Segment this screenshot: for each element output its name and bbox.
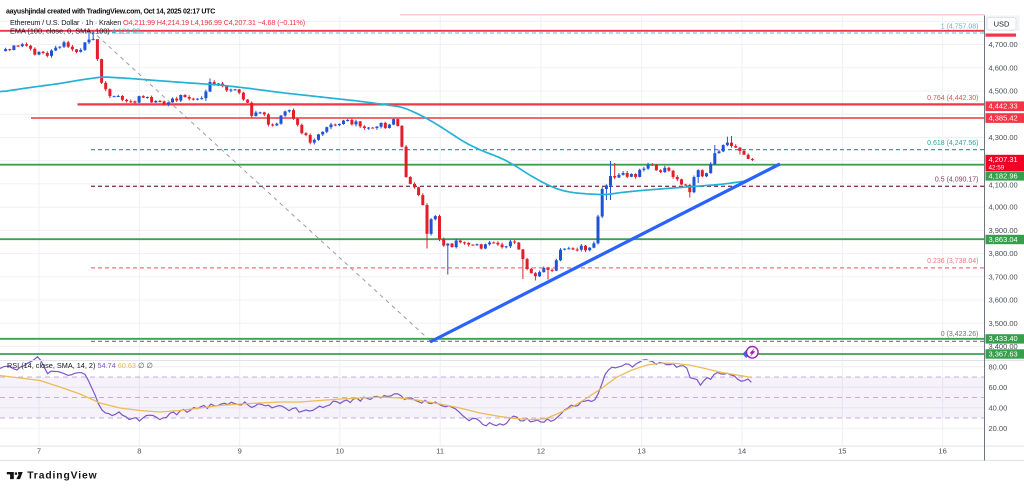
svg-text:9: 9 xyxy=(238,447,242,456)
svg-text:3,400.00: 3,400.00 xyxy=(989,342,1018,351)
svg-text:7: 7 xyxy=(37,447,41,456)
svg-text:0.5 (4,090.17): 0.5 (4,090.17) xyxy=(935,177,979,184)
svg-text:3,900.00: 3,900.00 xyxy=(989,226,1018,235)
svg-text:14: 14 xyxy=(738,447,746,456)
svg-text:11: 11 xyxy=(436,447,444,456)
svg-text:1 (4,757.08): 1 (4,757.08) xyxy=(941,24,979,31)
svg-text:3,500.00: 3,500.00 xyxy=(989,319,1018,328)
svg-text:10: 10 xyxy=(336,447,344,456)
svg-text:4,700.00: 4,700.00 xyxy=(989,40,1018,49)
svg-text:0.236 (3,738.04): 0.236 (3,738.04) xyxy=(927,258,978,265)
svg-text:15: 15 xyxy=(838,447,846,456)
svg-text:0 (3,423.26): 0 (3,423.26) xyxy=(941,331,979,338)
svg-text:4,000.00: 4,000.00 xyxy=(989,203,1018,212)
svg-text:4,442.33: 4,442.33 xyxy=(989,102,1018,111)
svg-text:0.764 (4,442.30): 0.764 (4,442.30) xyxy=(927,95,978,102)
svg-text:4,600.00: 4,600.00 xyxy=(989,63,1018,72)
svg-text:80.00: 80.00 xyxy=(989,362,1008,371)
svg-text:3,863.04: 3,863.04 xyxy=(989,235,1018,244)
svg-text:3,800.00: 3,800.00 xyxy=(989,249,1018,258)
svg-text:4,207.31: 4,207.31 xyxy=(989,155,1018,164)
svg-text:8: 8 xyxy=(137,447,141,456)
svg-text:40.00: 40.00 xyxy=(989,403,1008,412)
svg-text:3,367.63: 3,367.63 xyxy=(989,349,1018,358)
svg-text:4,100.00: 4,100.00 xyxy=(989,181,1018,190)
svg-text:aayushjindal created with Trad: aayushjindal created with TradingView.co… xyxy=(6,9,215,16)
svg-text:12: 12 xyxy=(537,447,545,456)
svg-text:4,182.96: 4,182.96 xyxy=(989,171,1018,180)
svg-text:0.618 (4,247.56): 0.618 (4,247.56) xyxy=(927,140,978,147)
svg-text:42:59: 42:59 xyxy=(989,165,1005,172)
svg-text:RSI (14, close, SMA, 14, 2) 54: RSI (14, close, SMA, 14, 2) 54.74 60.63 … xyxy=(7,361,153,370)
svg-text:13: 13 xyxy=(637,447,645,456)
svg-text:3,600.00: 3,600.00 xyxy=(989,296,1018,305)
svg-text:EMA (100, close, 0, SMA, 100): EMA (100, close, 0, SMA, 100) 4,121.09 xyxy=(10,27,140,36)
svg-text:3,700.00: 3,700.00 xyxy=(989,272,1018,281)
svg-text:16: 16 xyxy=(938,447,946,456)
svg-text:4,500.00: 4,500.00 xyxy=(989,87,1018,96)
svg-text:4,300.00: 4,300.00 xyxy=(989,133,1018,142)
svg-text:3,433.40: 3,433.40 xyxy=(989,334,1018,343)
svg-text:20.00: 20.00 xyxy=(989,424,1008,433)
svg-text:4,385.42: 4,385.42 xyxy=(989,113,1018,122)
svg-text:Ethereum / U.S. Dollar · 1h ·: Ethereum / U.S. Dollar · 1h · Kraken O4,… xyxy=(10,18,305,27)
svg-text:TradingView: TradingView xyxy=(27,471,97,482)
svg-text:USD: USD xyxy=(994,20,1010,29)
svg-text:60.00: 60.00 xyxy=(989,383,1008,392)
